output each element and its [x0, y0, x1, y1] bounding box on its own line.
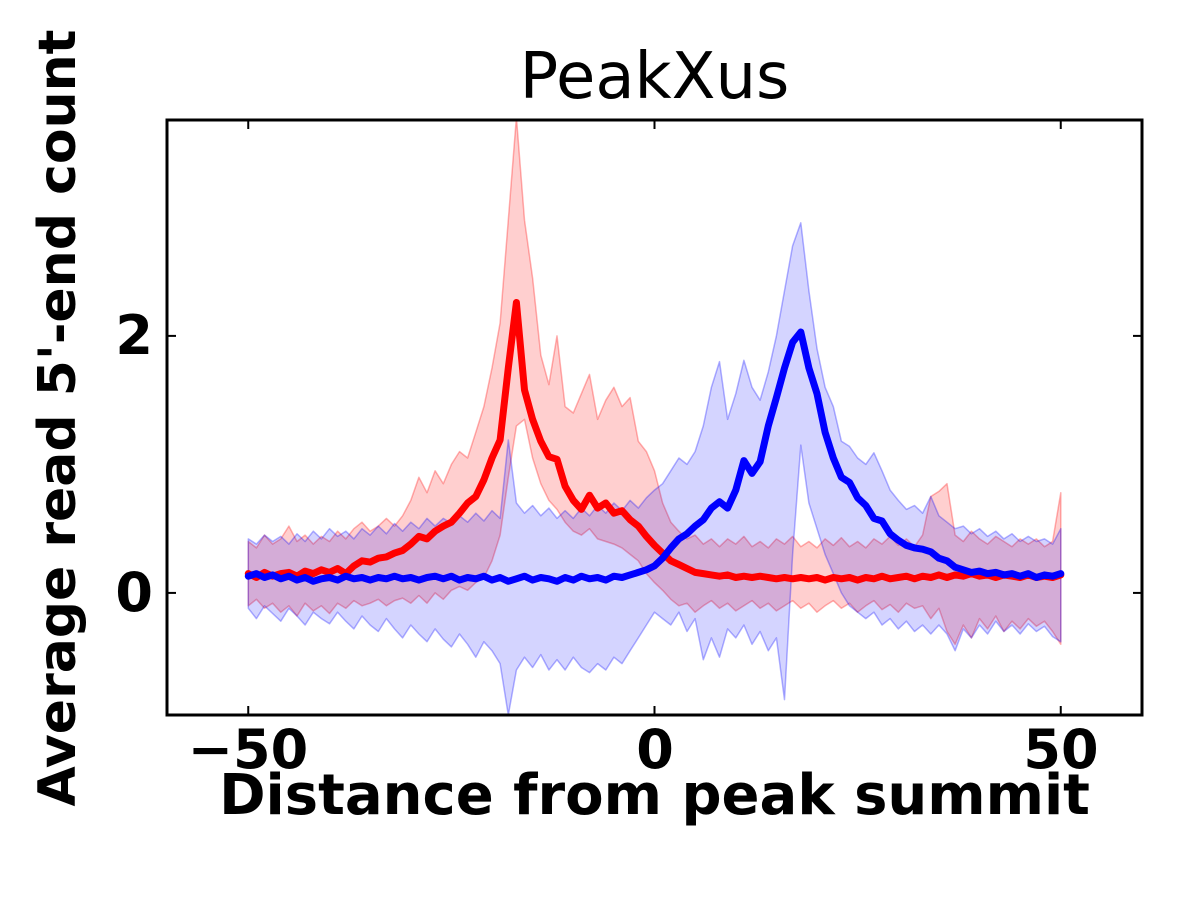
x-tick-label-50: 50 [1023, 718, 1099, 781]
blue-error-band [247, 222, 1062, 715]
y-tick-label-two: 2 [115, 304, 153, 367]
x-tick-label-minus50: −50 [187, 718, 309, 781]
red-mean-line [244, 299, 1065, 584]
y-axis-label: Average read 5'-end count [28, 29, 88, 807]
plot-series-group [244, 120, 1065, 715]
y-tick-label-zero: 0 [115, 561, 153, 624]
axes-frame [165, 118, 1144, 717]
chart-title: PeakXus [519, 40, 790, 114]
blue-mean-line [244, 328, 1065, 585]
x-axis-label: Distance from peak summit [219, 763, 1090, 828]
red-error-band [247, 120, 1062, 646]
x-tick-label-zero: 0 [636, 718, 674, 781]
